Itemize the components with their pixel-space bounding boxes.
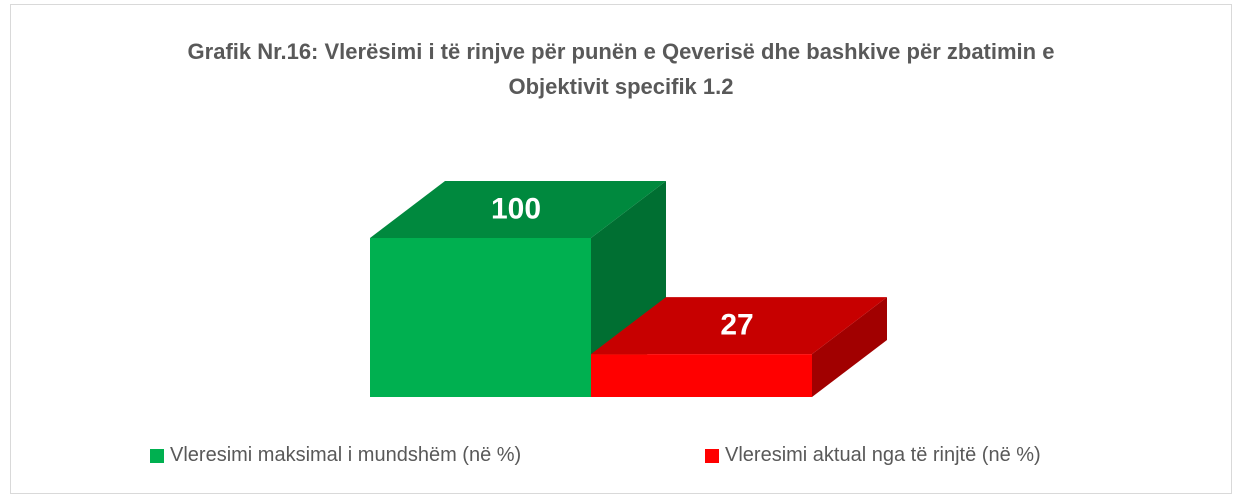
legend-item: Vleresimi maksimal i mundshëm (në %) [150,444,521,467]
bar-side [812,297,887,397]
legend-label: Vleresimi aktual nga të rinjtë (në %) [725,444,1041,466]
legend-item: Vleresimi aktual nga të rinjtë (në %) [705,444,1041,467]
legend-label: Vleresimi maksimal i mundshëm (në %) [170,444,522,466]
bar-front [591,354,812,397]
bar-front [370,238,591,397]
legend-swatch [150,448,164,463]
value-label: 27 [720,308,753,341]
legend-swatch [705,448,719,463]
value-label: 100 [491,192,541,225]
chart-title: Grafik Nr.16: Vlerësimi i të rinjve për … [187,39,1055,99]
bar-top [591,297,887,355]
bar [591,297,887,397]
bar-top [370,181,666,238]
